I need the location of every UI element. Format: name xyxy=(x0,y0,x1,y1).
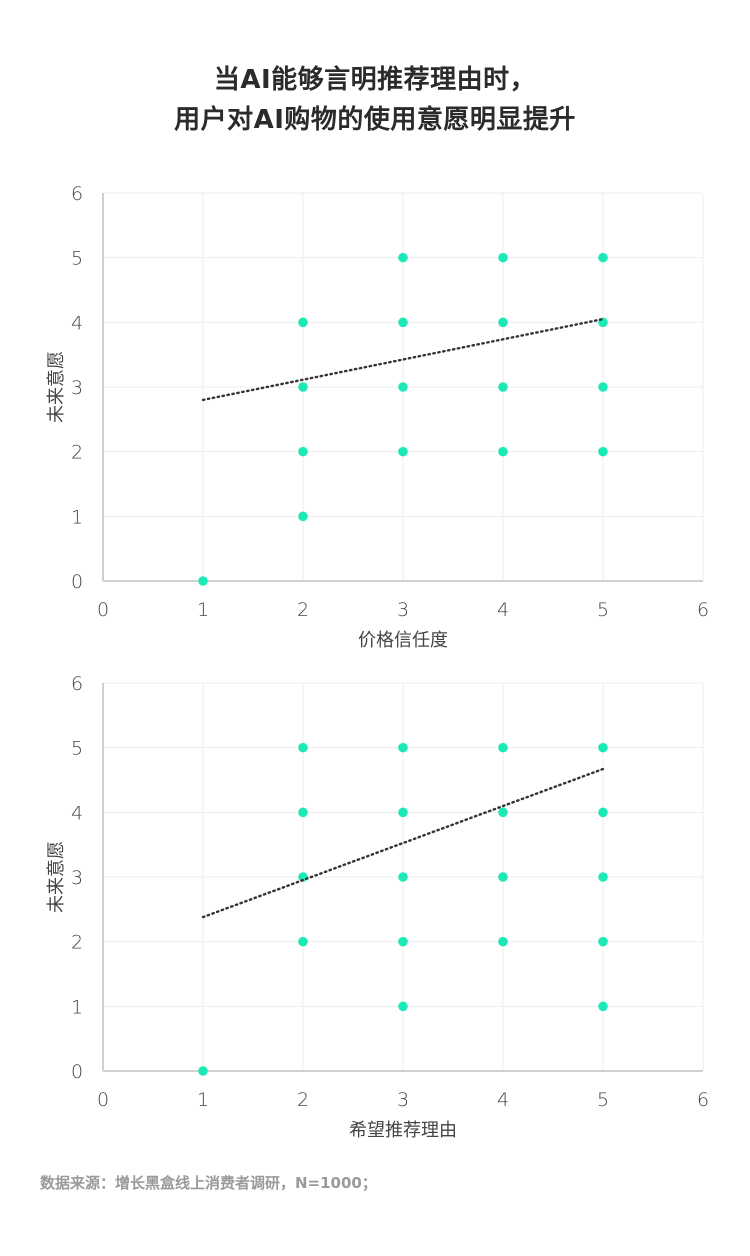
x-tick-label: 2 xyxy=(297,599,309,621)
y-tick-label: 2 xyxy=(71,932,83,954)
y-tick-label: 3 xyxy=(71,867,83,889)
data-point xyxy=(298,807,308,818)
plot-area: 0 1 2 3 4 5 6 0 1 2 3 4 5 6 希望推荐理由 未来意愿 xyxy=(46,673,709,1141)
data-point xyxy=(598,446,608,457)
trend-line xyxy=(201,317,605,402)
y-tick-label: 0 xyxy=(71,571,83,593)
data-point xyxy=(598,807,608,818)
data-point xyxy=(398,936,408,947)
data-point xyxy=(498,872,508,882)
data-points xyxy=(198,252,608,586)
x-tick-label: 1 xyxy=(197,599,209,621)
x-tick-label: 2 xyxy=(297,1089,309,1111)
trend-line xyxy=(201,767,605,919)
data-point xyxy=(398,252,408,263)
data-point xyxy=(498,936,508,947)
data-point xyxy=(598,872,608,882)
data-point xyxy=(398,446,408,457)
data-point xyxy=(498,382,508,392)
data-point xyxy=(198,1066,208,1076)
y-tick-label: 1 xyxy=(71,996,83,1018)
data-point xyxy=(498,317,508,328)
data-point xyxy=(598,252,608,263)
y-tick-label: 6 xyxy=(71,673,83,695)
data-point xyxy=(498,807,508,818)
y-tick-label: 3 xyxy=(71,377,83,399)
data-point xyxy=(298,742,308,753)
data-point xyxy=(598,936,608,947)
data-point xyxy=(498,446,508,457)
data-point xyxy=(398,807,408,818)
y-tick-label: 1 xyxy=(71,506,83,528)
x-tick-label: 0 xyxy=(97,599,109,621)
data-point xyxy=(498,742,508,753)
y-tick-label: 5 xyxy=(71,248,83,270)
x-axis-label: 希望推荐理由 xyxy=(349,1120,457,1141)
data-point xyxy=(398,1001,408,1012)
data-point xyxy=(298,382,308,392)
y-tick-label: 6 xyxy=(71,183,83,205)
title-line-1: 当AI能够言明推荐理由时， xyxy=(213,65,537,95)
data-point xyxy=(298,317,308,328)
data-point xyxy=(298,936,308,947)
data-point xyxy=(198,576,208,586)
data-point xyxy=(298,511,308,522)
x-tick-label: 6 xyxy=(697,1089,709,1111)
x-tick-label: 3 xyxy=(397,599,409,621)
data-source-note: 数据来源：增长黑盒线上消费者调研，N=1000； xyxy=(40,1174,377,1192)
data-point xyxy=(398,382,408,392)
x-tick-label: 4 xyxy=(497,1089,509,1111)
x-tick-label: 1 xyxy=(197,1089,209,1111)
x-tick-label: 5 xyxy=(597,599,609,621)
y-axis-label: 未来意愿 xyxy=(46,351,67,423)
scatter-chart-reason-wish: 0 1 2 3 4 5 6 0 1 2 3 4 5 6 希望推荐理由 未来意愿 xyxy=(0,670,750,1150)
x-tick-label: 6 xyxy=(697,599,709,621)
data-point xyxy=(298,446,308,457)
plot-area: 0 1 2 3 4 5 6 0 1 2 3 4 5 6 价格信任度 未来意愿 xyxy=(46,183,709,651)
y-tick-label: 5 xyxy=(71,738,83,760)
x-tick-label: 4 xyxy=(497,599,509,621)
data-point xyxy=(498,252,508,263)
x-tick-label: 5 xyxy=(597,1089,609,1111)
title-line-2: 用户对AI购物的使用意愿明显提升 xyxy=(174,105,576,135)
x-tick-label: 0 xyxy=(97,1089,109,1111)
y-tick-label: 2 xyxy=(71,442,83,464)
data-points xyxy=(198,742,608,1076)
data-point xyxy=(398,742,408,753)
y-tick-label: 0 xyxy=(71,1061,83,1083)
data-point xyxy=(398,872,408,882)
y-tick-label: 4 xyxy=(71,802,83,824)
data-point xyxy=(598,382,608,392)
chart-title: 当AI能够言明推荐理由时， 用户对AI购物的使用意愿明显提升 xyxy=(0,60,750,140)
y-tick-label: 4 xyxy=(71,312,83,334)
data-point xyxy=(398,317,408,328)
data-point xyxy=(598,742,608,753)
x-axis-label: 价格信任度 xyxy=(358,630,448,651)
data-point xyxy=(598,1001,608,1012)
y-axis-label: 未来意愿 xyxy=(46,841,67,913)
scatter-chart-price-trust: 0 1 2 3 4 5 6 0 1 2 3 4 5 6 价格信任度 未来意愿 xyxy=(0,180,750,660)
x-tick-label: 3 xyxy=(397,1089,409,1111)
